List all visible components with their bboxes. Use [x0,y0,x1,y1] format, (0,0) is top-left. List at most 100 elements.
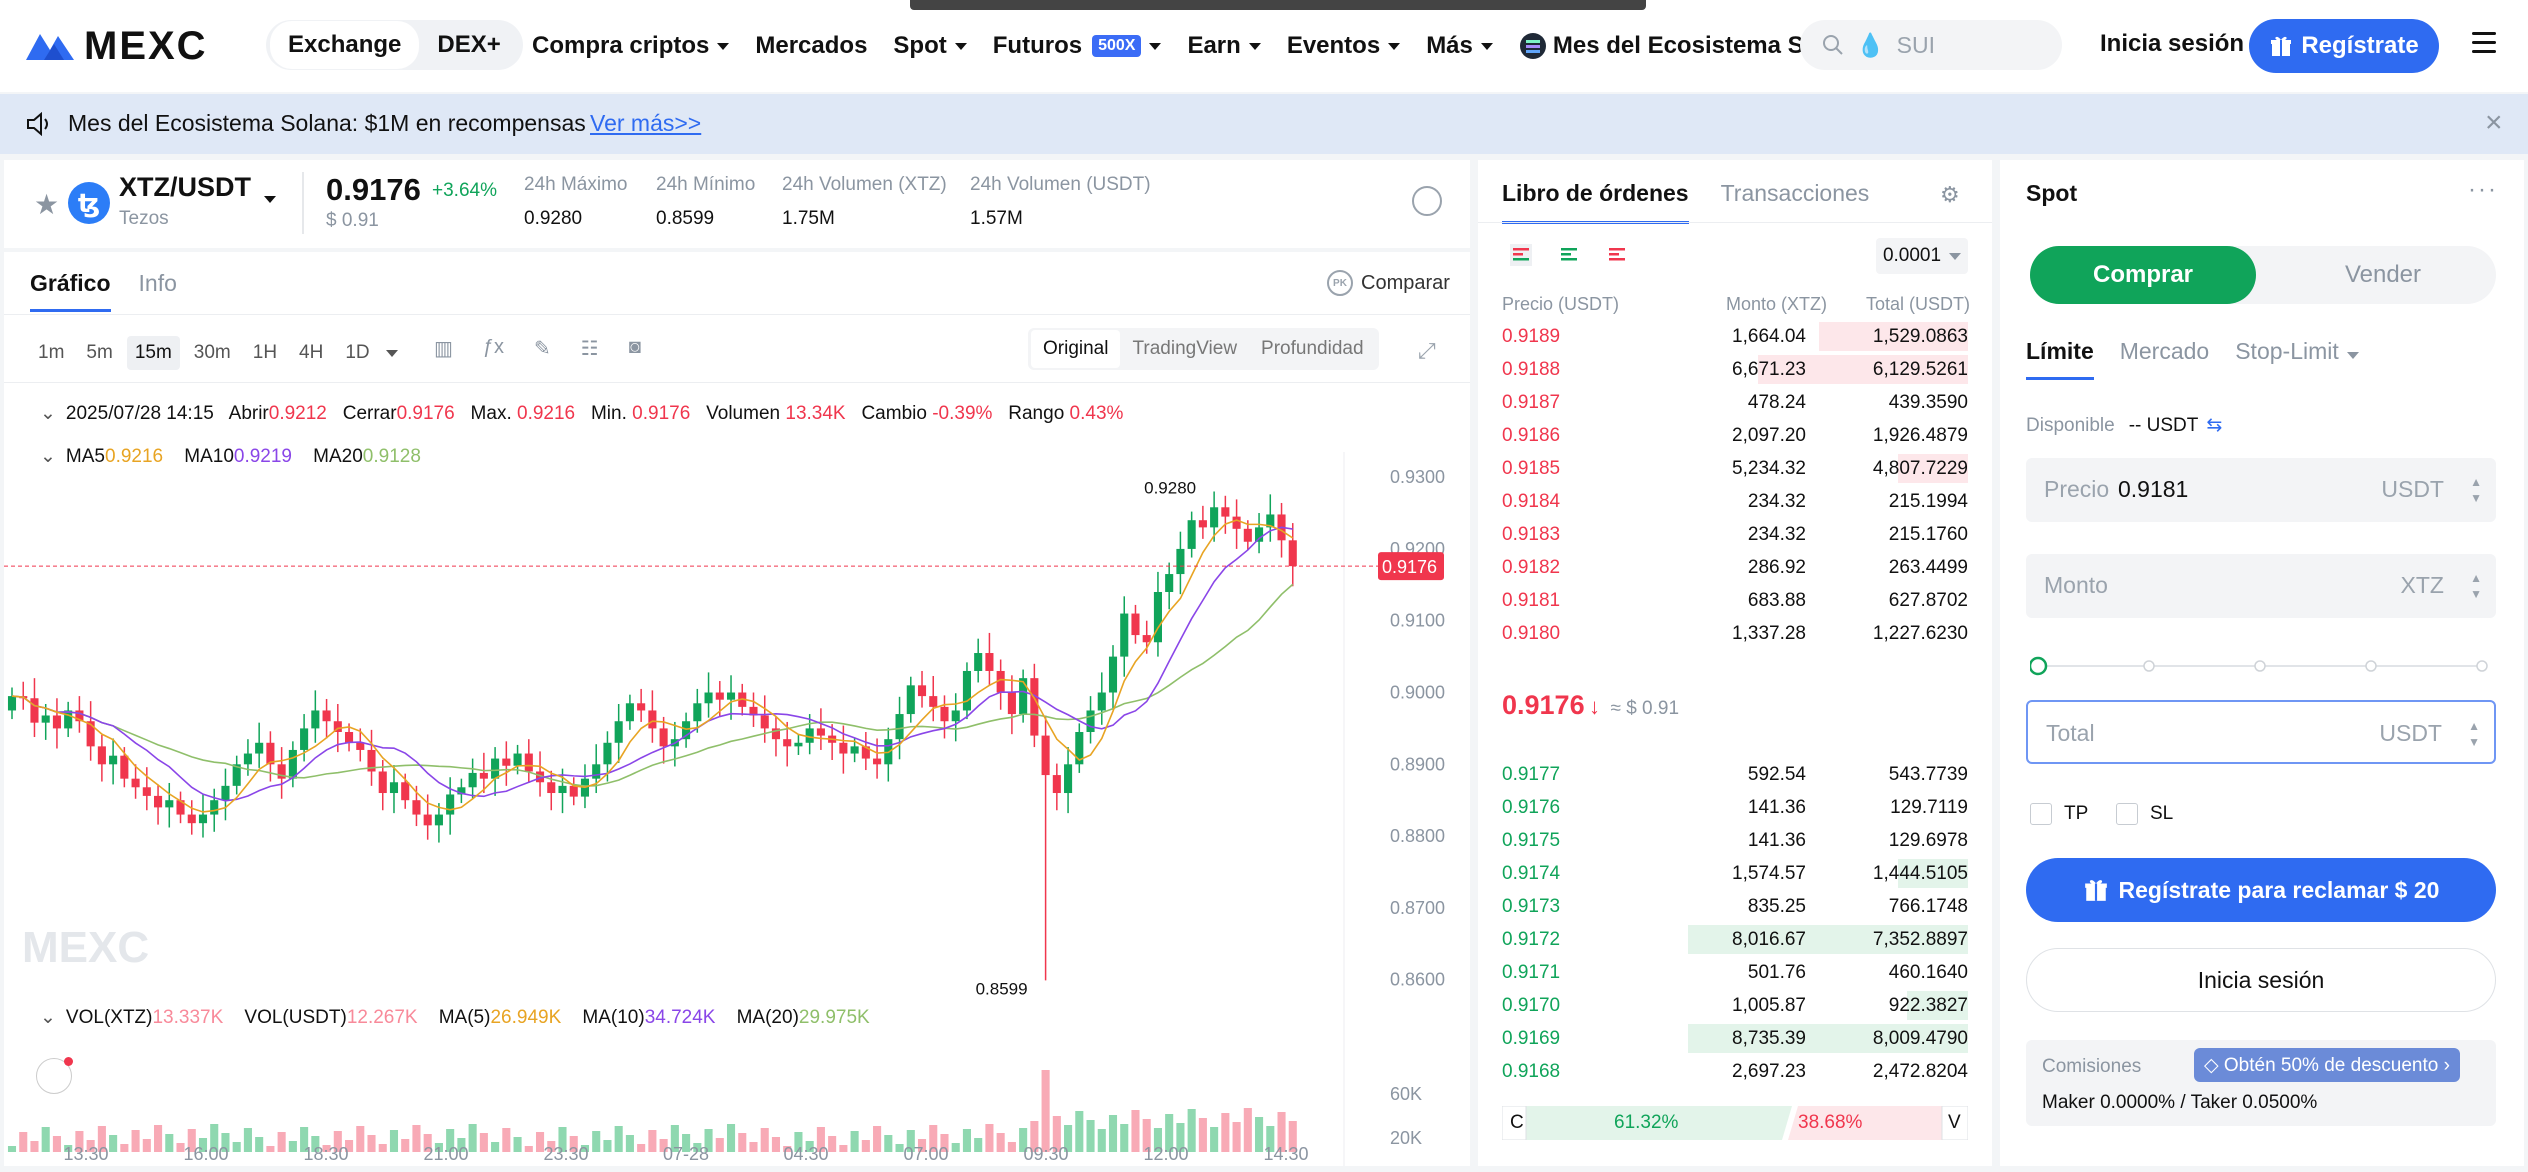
candle-type-icon[interactable]: ▥ [434,338,453,360]
chevron-down-icon[interactable]: ⌄ [40,403,56,424]
tab-market[interactable]: Mercado [2119,338,2210,364]
login-link[interactable]: Inicia sesión [2100,30,2245,57]
more-icon[interactable]: ··· [2468,176,2498,203]
nav-futures[interactable]: Futuros 500X [993,32,1162,60]
nav-events[interactable]: Eventos [1287,32,1401,60]
nav-buy-crypto[interactable]: Compra criptos [532,32,730,60]
ask-row[interactable]: 0.9182 286.92 263.4499 [1478,551,1992,584]
settings-sliders-icon[interactable]: ⚙ [1940,182,1960,207]
bid-row[interactable]: 0.9172 8,016.67 7,352.8897 [1478,923,1992,956]
bid-row[interactable]: 0.9169 8,735.39 8,009.4790 [1478,1022,1992,1055]
view-original[interactable]: Original [1031,330,1121,368]
tab-info[interactable]: Info [138,270,177,296]
ma10-line [11,526,1293,802]
nav-markets[interactable]: Mercados [755,32,867,60]
stepper-icon[interactable]: ▲ ▼ [2470,571,2482,601]
menu-icon[interactable] [2472,32,2496,54]
ask-row[interactable]: 0.9187 478.24 439.3590 [1478,386,1992,419]
ask-row[interactable]: 0.9180 1,337.28 1,227.6230 [1478,617,1992,650]
timeframe-4h[interactable]: 4H [299,342,324,363]
pair-dropdown-icon[interactable] [264,196,276,203]
candle-body [794,742,803,747]
search-input[interactable]: 💧 SUI [1800,20,2062,70]
bid-row[interactable]: 0.9168 2,697.23 2,472.8204 [1478,1055,1992,1088]
stepper-icon[interactable]: ▲ ▼ [2468,719,2480,749]
chevron-down-icon[interactable] [385,349,398,357]
draw-pencil-icon[interactable]: ✎ [534,338,551,360]
chevron-down-icon [1248,42,1261,50]
book-asks-icon[interactable] [1606,244,1628,266]
tab-trades[interactable]: Transacciones [1720,180,1870,206]
tab-limit[interactable]: Límite [2026,338,2094,380]
ask-row[interactable]: 0.9181 683.88 627.8702 [1478,584,1992,617]
timeframe-5m[interactable]: 5m [86,342,113,363]
pair-name[interactable]: XTZ/USDT [119,172,251,202]
timeframe-1h[interactable]: 1H [252,342,278,363]
ask-row[interactable]: 0.9184 234.32 215.1994 [1478,485,1992,518]
banner-link[interactable]: Ver más>> [590,110,702,136]
tp-checkbox[interactable]: TP [2030,803,2088,825]
candle-body [86,721,95,747]
indicator-icon[interactable]: ƒx [482,336,505,358]
bid-row[interactable]: 0.9174 1,574.57 1,444.5105 [1478,857,1992,890]
timeframe-1d[interactable]: 1D [345,342,370,363]
ask-row[interactable]: 0.9183 234.32 215.1760 [1478,518,1992,551]
nav-spot[interactable]: Spot [893,32,967,60]
book-both-icon[interactable] [1510,244,1532,266]
transfer-icon[interactable]: ⇆ [2206,415,2223,436]
camera-icon[interactable]: ◙ [628,336,641,358]
bid-row[interactable]: 0.9175 141.36 129.6978 [1478,824,1992,857]
book-bids-icon[interactable] [1558,244,1580,266]
chevron-down-icon[interactable]: ⌄ [40,446,56,467]
nav-earn[interactable]: Earn [1187,32,1261,60]
buy-tab[interactable]: Comprar [2030,246,2256,304]
amount-slider[interactable] [2030,656,2490,676]
bid-row[interactable]: 0.9177 592.54 543.7739 [1478,758,1992,791]
sell-tab[interactable]: Vender [2344,261,2422,288]
total-field[interactable]: Total USDT ▲ ▼ [2026,700,2496,764]
bid-row[interactable]: 0.9176 141.36 129.7119 [1478,791,1992,824]
chevron-down-icon[interactable]: ⌄ [40,1007,56,1028]
register-button[interactable]: Regístrate [2249,19,2439,73]
tab-chart[interactable]: Gráfico [30,270,111,312]
tab-stop-limit[interactable]: Stop-Limit [2235,338,2360,380]
top-scrollbar[interactable] [910,0,1646,10]
register-claim-button[interactable]: Regístrate para reclamar $ 20 [2026,858,2496,922]
bid-row[interactable]: 0.9171 501.76 460.1640 [1478,956,1992,989]
price-chart[interactable]: 0.93000.92000.91000.90000.89000.88000.87… [4,452,1470,1166]
stepper-icon[interactable]: ▲ ▼ [2470,475,2482,505]
compare-button[interactable]: PK Comparar [1327,270,1450,296]
exchange-tab[interactable]: Exchange [270,21,420,69]
calendar-icon[interactable] [36,1057,73,1094]
dex-tab[interactable]: DEX+ [437,31,501,58]
timeframe-1m[interactable]: 1m [38,342,65,363]
row-price: 0.9181 [1502,590,1561,611]
layout-icon[interactable]: ☷ [580,338,599,360]
volume-bar [389,1130,399,1152]
view-tradingview[interactable]: TradingView [1132,338,1238,359]
bid-row[interactable]: 0.9170 1,005.87 922.3827 [1478,989,1992,1022]
discount-badge[interactable]: ◇ Obtén 50% de descuento › [2194,1048,2460,1082]
sl-checkbox[interactable]: SL [2116,803,2173,825]
precision-select[interactable]: 0.0001 [1876,238,1968,274]
mexc-logo[interactable]: MEXC [24,24,208,68]
favorite-star-icon[interactable]: ★ [34,189,60,220]
ohlc-label: Volumen [706,403,781,424]
login-button[interactable]: Inicia sesión [2026,948,2496,1012]
ask-row[interactable]: 0.9188 6,671.23 6,129.5261 [1478,353,1992,386]
play-icon[interactable] [1412,186,1442,216]
timeframe-15m[interactable]: 15m [126,336,180,370]
bid-row[interactable]: 0.9173 835.25 766.1748 [1478,890,1992,923]
tab-order-book[interactable]: Libro de órdenes [1502,180,1689,224]
ask-row[interactable]: 0.9185 5,234.32 4,807.7229 [1478,452,1992,485]
ask-row[interactable]: 0.9186 2,097.20 1,926.4879 [1478,419,1992,452]
nav-more[interactable]: Más [1426,32,1493,60]
ask-row[interactable]: 0.9189 1,664.04 1,529.0863 [1478,320,1992,353]
fullscreen-icon[interactable]: ⤢ [1418,338,1436,363]
price-field[interactable]: Precio 0.9181 USDT ▲ ▼ [2026,458,2496,522]
view-depth[interactable]: Profundidad [1261,338,1364,359]
timeframe-30m[interactable]: 30m [193,342,231,363]
candle-body [659,728,668,747]
amount-field[interactable]: Monto XTZ ▲ ▼ [2026,554,2496,618]
close-icon[interactable]: × [2485,106,2503,139]
